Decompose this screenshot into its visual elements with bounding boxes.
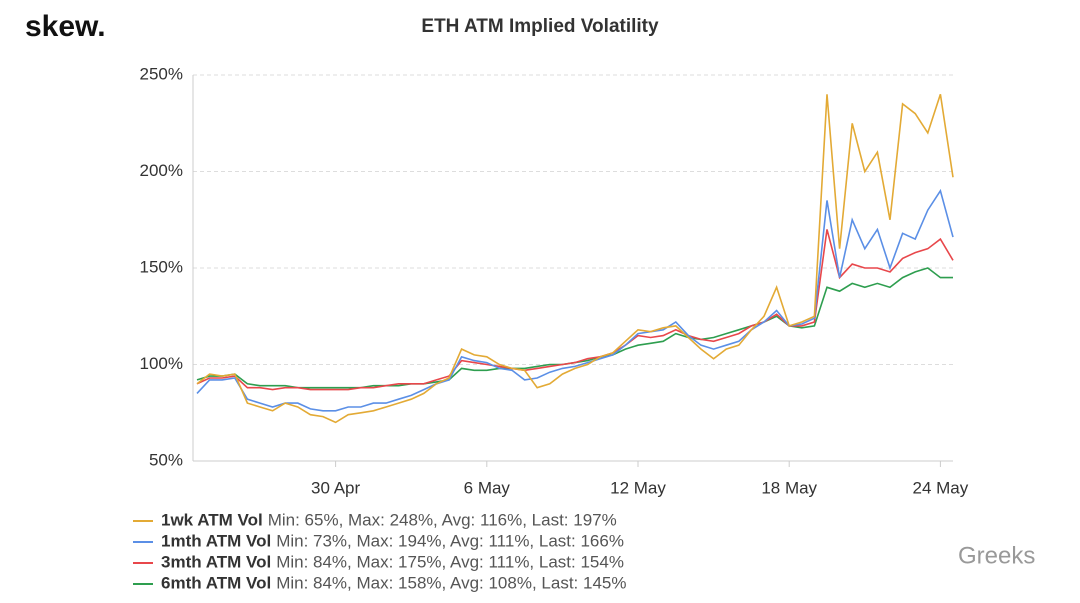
chart-title: ETH ATM Implied Volatility — [421, 16, 659, 37]
y-tick-label: 150% — [140, 257, 183, 276]
y-tick-label: 50% — [149, 450, 183, 469]
x-tick-label: 18 May — [761, 478, 817, 497]
legend-stats: Min: 73%, Max: 194%, Avg: 111%, Last: 16… — [276, 531, 624, 550]
legend-name: 1mth ATM Vol — [161, 531, 271, 550]
legend-stats: Min: 84%, Max: 158%, Avg: 108%, Last: 14… — [276, 573, 626, 592]
x-tick-label: 24 May — [913, 478, 969, 497]
legend-stats: Min: 65%, Max: 248%, Avg: 116%, Last: 19… — [268, 510, 617, 529]
series-line — [196, 267, 953, 389]
legend-name: 1wk ATM Vol — [161, 510, 263, 529]
series-line — [196, 229, 954, 391]
x-tick-label: 12 May — [610, 478, 666, 497]
y-tick-label: 100% — [140, 354, 183, 373]
legend-name: 3mth ATM Vol — [161, 552, 271, 571]
logo: skew. — [25, 10, 106, 43]
watermark: Greeks — [958, 542, 1035, 569]
series-line — [196, 94, 954, 424]
x-tick-label: 6 May — [464, 478, 511, 497]
legend-stats: Min: 84%, Max: 175%, Avg: 111%, Last: 15… — [276, 552, 624, 571]
y-tick-label: 250% — [140, 64, 183, 83]
y-tick-label: 200% — [140, 161, 183, 180]
series-line — [196, 188, 954, 412]
x-tick-label: 30 Apr — [311, 478, 360, 497]
legend-name: 6mth ATM Vol — [161, 573, 271, 592]
